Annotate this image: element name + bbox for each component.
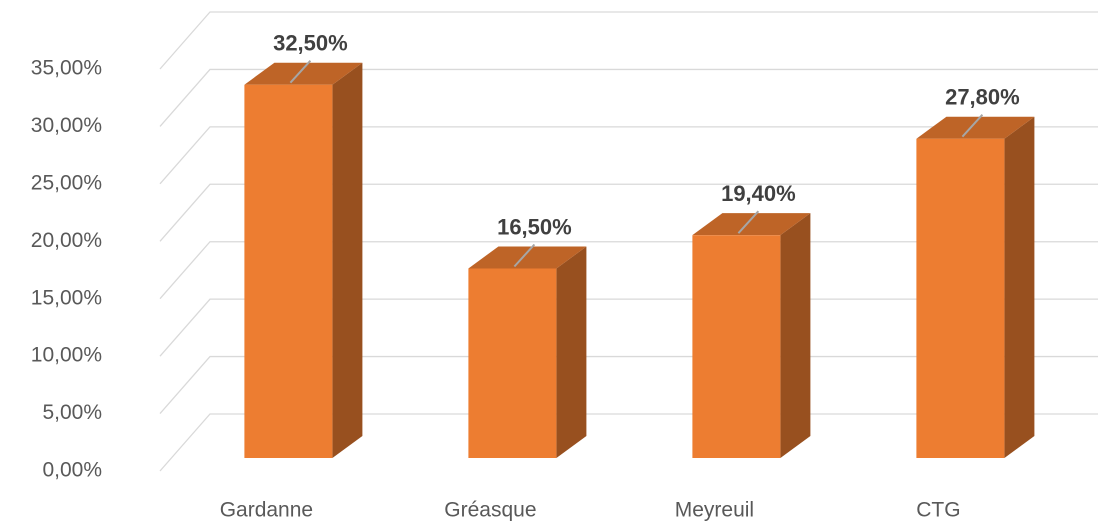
x-tick-label: Gardanne — [220, 499, 313, 522]
y-tick-label: 35,00% — [31, 57, 102, 80]
leader-line — [961, 114, 984, 138]
bar — [692, 235, 781, 458]
grid-line — [159, 126, 1098, 185]
data-label: 27,80% — [945, 85, 1020, 110]
y-tick-label: 0,00% — [42, 459, 102, 482]
bar-top — [244, 62, 363, 85]
y-tick-label: 30,00% — [31, 114, 102, 137]
bar-side — [1004, 116, 1035, 458]
y-tick-label: 10,00% — [31, 344, 102, 367]
y-tick-label: 5,00% — [42, 401, 102, 424]
bar-top — [468, 246, 587, 269]
x-tick-label: Gréasque — [444, 499, 536, 522]
bar-top — [916, 116, 1035, 139]
data-label: 32,50% — [273, 31, 348, 56]
bar-top — [692, 213, 811, 236]
x-tick-label: Meyreuil — [675, 499, 754, 522]
y-tick-label: 20,00% — [31, 229, 102, 252]
leader-line — [513, 243, 536, 268]
y-tick-label: 15,00% — [31, 286, 102, 309]
x-tick-label: CTG — [916, 499, 960, 522]
data-label: 19,40% — [721, 181, 796, 206]
grid-line — [159, 183, 1098, 242]
bar — [916, 138, 1005, 458]
bar-side — [332, 62, 363, 458]
bar-side — [780, 213, 811, 458]
bar-side — [556, 246, 587, 458]
data-label: 16,50% — [497, 214, 572, 239]
bar — [468, 268, 557, 458]
grid-line — [159, 11, 1098, 70]
grid-line — [159, 68, 1098, 127]
leader-line — [289, 60, 312, 84]
leader-line — [737, 210, 760, 234]
bar — [244, 84, 333, 458]
y-tick-label: 25,00% — [31, 171, 102, 194]
